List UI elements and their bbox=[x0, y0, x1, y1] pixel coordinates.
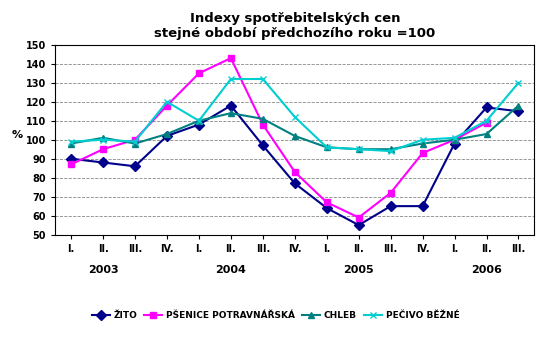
Text: 2004: 2004 bbox=[215, 265, 246, 275]
Y-axis label: %: % bbox=[12, 130, 23, 140]
Title: Indexy spotřebitelských cen
stejné období předchozího roku =100: Indexy spotřebitelských cen stejné obdob… bbox=[154, 11, 435, 40]
Text: 2005: 2005 bbox=[343, 265, 374, 275]
Text: 2006: 2006 bbox=[471, 265, 502, 275]
Text: 2003: 2003 bbox=[88, 265, 118, 275]
Legend: ŽITO, PŠENICE POTRAVNÁŘSKÁ, CHLEB, PEČIVO BĚŽNÉ: ŽITO, PŠENICE POTRAVNÁŘSKÁ, CHLEB, PEČIV… bbox=[91, 311, 460, 320]
